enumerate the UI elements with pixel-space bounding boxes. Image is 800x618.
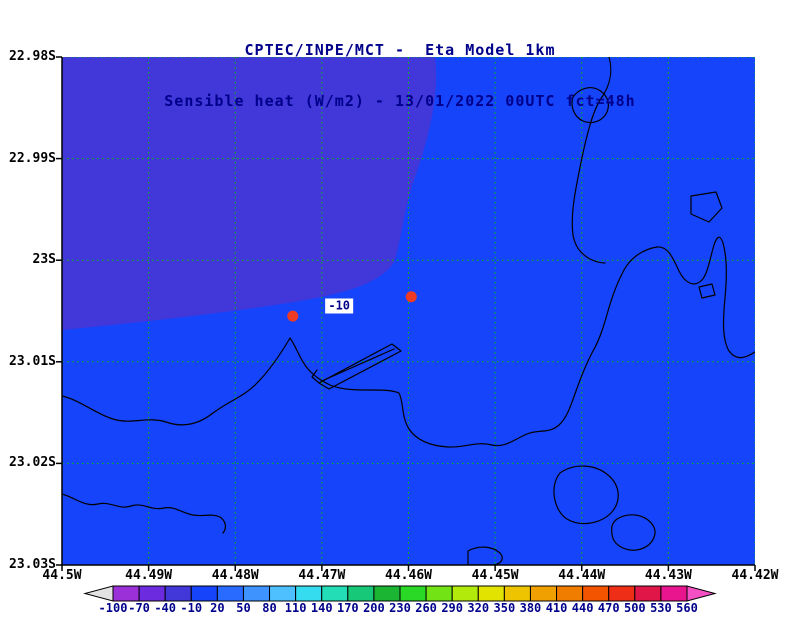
y-axis-label: 23.01S: [9, 353, 56, 369]
colorbar-tick-label: 470: [597, 601, 620, 615]
title-line1: CPTEC/INPE/MCT - Eta Model 1km: [244, 41, 556, 59]
harbor-spur: [311, 369, 320, 384]
colorbar-segment: [347, 585, 375, 602]
y-axis-label: 23.03S: [9, 557, 56, 572]
y-axis-label: 22.98S: [9, 49, 56, 64]
colorbar-tick-label: -10: [180, 601, 203, 615]
colorbar-segment: [399, 585, 427, 602]
colorbar-segment: [477, 585, 505, 602]
page-title: CPTEC/INPE/MCT - Eta Model 1km Sensible …: [0, 8, 800, 144]
station-markers: [287, 291, 417, 322]
colorbar-tick-label: 350: [493, 601, 516, 615]
colorbar-segment: [425, 585, 453, 602]
x-axis-label: 44.44W: [558, 568, 606, 583]
colorbar-segment: [503, 585, 531, 602]
colorbar-tick-label: 200: [363, 601, 385, 615]
colorbar-segment: [582, 585, 610, 602]
colorbar-segment: [451, 585, 479, 602]
colorbar-tick-label: 410: [545, 601, 568, 615]
gridlines: [62, 57, 755, 565]
colorbar-tick-label: 260: [415, 601, 437, 615]
colorbar-tick-label: 560: [676, 601, 698, 615]
colorbar-segment: [164, 585, 192, 602]
colorbar-tick-label: 140: [310, 601, 333, 615]
x-axis-label: 44.46W: [385, 568, 432, 583]
island-south-large: [553, 465, 619, 525]
coastline-upper-bay: [571, 57, 612, 264]
colorbar-segment: [295, 585, 323, 602]
x-axis-label: 44.5W: [42, 568, 82, 583]
station-marker-dot: [405, 291, 417, 303]
colorbar-segment: [529, 585, 558, 602]
colorbar-segment: [321, 585, 349, 602]
colorbar-tick-label: 50: [236, 601, 251, 615]
title-line2: Sensible heat (W/m2) - 13/01/2022 00UTC …: [164, 92, 636, 110]
colorbar-over-arrow: [686, 585, 717, 602]
colorbar-segment: [556, 585, 584, 602]
harbor-breakwater: [318, 343, 402, 390]
colorbar-segment: [242, 585, 271, 602]
field-fill-region-northwest: [62, 57, 437, 330]
colorbar-tick-label: 440: [571, 601, 594, 615]
x-axis-label: 44.45W: [471, 568, 519, 583]
harbor-inner-line: [323, 348, 395, 381]
colorbar-tick-label: 380: [519, 601, 542, 615]
colorbar-segment: [634, 585, 662, 602]
island-east-square: [690, 191, 723, 223]
x-axis-label: 44.43W: [644, 568, 692, 583]
station-marker-dot: [287, 310, 299, 322]
coastline-mainland: [62, 236, 755, 448]
colorbar-segment: [660, 585, 688, 602]
y-axis-label: 22.99S: [9, 150, 56, 166]
colorbar: [83, 585, 717, 602]
islet-east: [698, 283, 716, 299]
colorbar-under-arrow: [83, 585, 114, 602]
colorbar-segment: [216, 585, 244, 602]
colorbar-tick-label: 230: [389, 601, 411, 615]
colorbar-segment: [269, 585, 297, 602]
colorbar-tick-label: 530: [650, 601, 672, 615]
colorbar-segment: [138, 585, 166, 602]
colorbar-tick-label: 20: [210, 601, 225, 615]
x-axis-label: 44.47W: [298, 568, 346, 583]
x-axis-label: 44.48W: [211, 568, 259, 583]
y-axis-label: 23S: [32, 252, 56, 268]
colorbar-tick-label: 290: [441, 601, 464, 615]
island-northeast: [571, 86, 609, 124]
x-axis-label: 44.42W: [731, 568, 779, 583]
island-south-small: [611, 514, 656, 551]
colorbar-tick-label: -40: [154, 601, 177, 615]
colorbar-segment: [373, 585, 401, 602]
x-axis-label: 44.49W: [125, 568, 173, 583]
river-southwest: [62, 493, 226, 534]
axis-frame: [56, 56, 756, 571]
coastlines: [62, 57, 755, 565]
colorbar-segment: [190, 585, 218, 602]
contour-label: -10: [325, 298, 354, 314]
colorbar-tick-label: -100: [98, 601, 128, 615]
colorbar-segment: [112, 585, 140, 602]
colorbar-tick-label: 80: [262, 601, 277, 615]
colorbar-tick-label: 170: [336, 601, 359, 615]
colorbar-tick-label: 110: [284, 601, 307, 615]
colorbar-tick-label: 320: [467, 601, 490, 615]
colorbar-tick-label: -70: [128, 601, 150, 615]
y-axis-label: 23.02S: [9, 455, 56, 471]
colorbar-segment: [608, 585, 636, 602]
colorbar-tick-label: 500: [623, 601, 646, 615]
